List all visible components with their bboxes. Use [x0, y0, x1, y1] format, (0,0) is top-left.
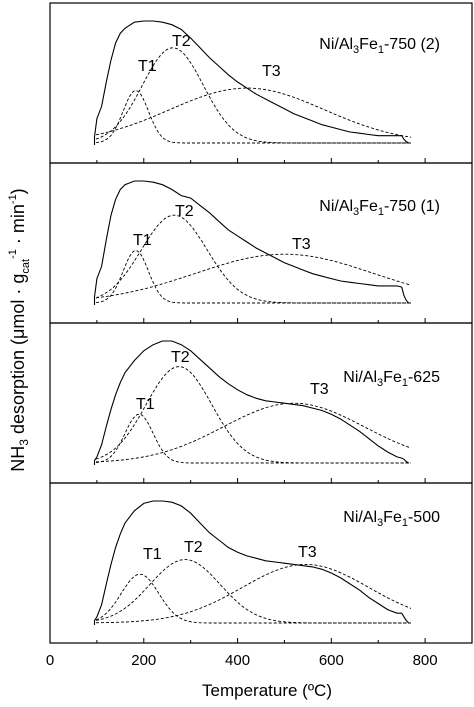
- x-tick-label: 0: [46, 652, 54, 669]
- peak-label-t1: T1: [143, 546, 162, 563]
- fit-curve-t2: [95, 47, 411, 144]
- panel-title: Ni/Al3Fe1-625: [343, 369, 440, 389]
- fit-curve-t2: [95, 214, 411, 304]
- measured-curve: [93, 180, 410, 305]
- peak-label-t2: T2: [172, 33, 191, 50]
- fit-curve-t2: [95, 559, 411, 624]
- x-tick-label: 400: [225, 652, 250, 669]
- peak-label-t2: T2: [184, 539, 203, 556]
- fit-curve-t1: [95, 90, 411, 144]
- peak-label-t3: T3: [310, 381, 329, 398]
- panel-title: Ni/Al3Fe1-500: [343, 509, 440, 529]
- fit-curve-t3: [95, 87, 412, 138]
- x-tick-label: 200: [131, 652, 156, 669]
- fit-curve-t3: [95, 402, 412, 463]
- panel-3: T1 T2 T3 Ni/Al3Fe1-625: [49, 322, 473, 484]
- panel-frame: [49, 482, 473, 644]
- peak-label-t1: T1: [136, 396, 155, 413]
- measured-curve: [93, 500, 410, 625]
- fit-curve-t3: [95, 563, 412, 624]
- panel-title: Ni/Al3Fe1-750 (1): [319, 198, 440, 218]
- x-axis-label: Temperature (ºC): [202, 681, 332, 700]
- panel-4: T1 T2 T3 Ni/Al3Fe1-500: [49, 482, 473, 644]
- panel-2: T1 T2 T3 Ni/Al3Fe1-750 (1): [49, 162, 473, 324]
- x-tick-label: 800: [413, 652, 438, 669]
- peak-label-t2: T2: [175, 203, 194, 220]
- panel-frame: [49, 162, 473, 324]
- measured-curve: [93, 20, 409, 145]
- peak-label-t3: T3: [298, 544, 317, 561]
- fit-curve-t1: [95, 250, 411, 304]
- peak-label-t3: T3: [292, 236, 311, 253]
- panel-frame: [49, 2, 473, 164]
- fit-curve-t2: [95, 366, 411, 464]
- fit-curve-t3: [95, 253, 412, 299]
- x-tick-label: 600: [319, 652, 344, 669]
- peak-label-t2: T2: [171, 349, 190, 366]
- peak-label-t1: T1: [133, 232, 152, 249]
- panel-1: T1 T2 T3 Ni/Al3Fe1-750 (2): [49, 2, 473, 164]
- peak-label-t3: T3: [262, 63, 281, 80]
- panels-layer: T1 T2 T3 Ni/Al3Fe1-750 (2) T1 T2 T3 Ni/Al3Fe1-7…: [49, 2, 473, 644]
- x-axis: 0 200 400 600 800 Temperature (ºC): [46, 652, 438, 700]
- panel-title: Ni/Al3Fe1-750 (2): [319, 36, 440, 56]
- peak-label-t1: T1: [138, 58, 157, 75]
- measured-curve: [93, 340, 409, 465]
- y-axis-label: NH3 desorption (μmol · gcat-1 · min-1): [7, 188, 32, 471]
